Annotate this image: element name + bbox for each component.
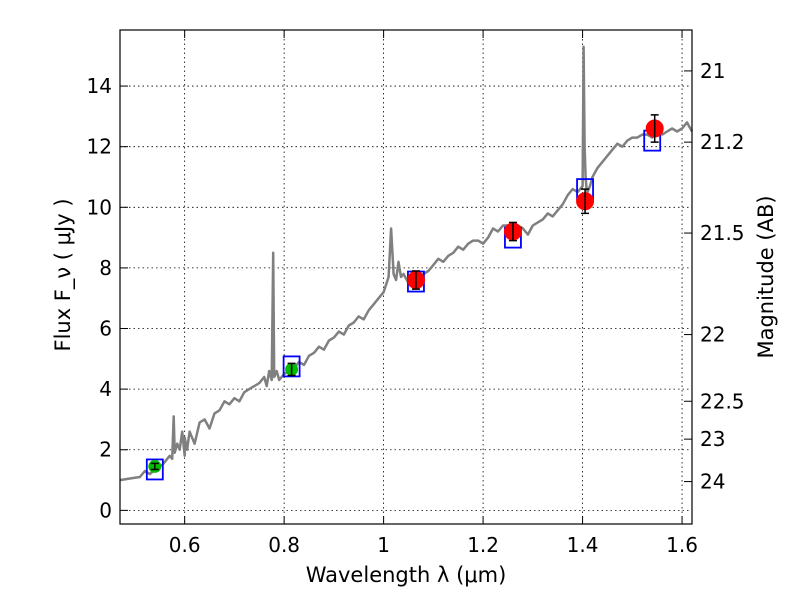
x-tick-label: 0.8 xyxy=(268,533,300,557)
plot-frame xyxy=(119,29,693,525)
y-tick-label: 10 xyxy=(87,195,112,219)
data-layer xyxy=(119,45,694,482)
right-tick-label: 21.5 xyxy=(700,221,745,245)
y-tick-label: 14 xyxy=(87,74,112,98)
x-tick-label: 1.4 xyxy=(567,533,599,557)
x-tick-label: 1.2 xyxy=(467,533,499,557)
y-tick-label: 6 xyxy=(99,317,112,341)
right-tick-label: 21 xyxy=(700,59,725,83)
x-tick-label: 1.6 xyxy=(666,533,698,557)
synthetic-photometry-box xyxy=(145,458,164,481)
y-tick-label: 8 xyxy=(99,256,112,280)
synthetic-photometry-box xyxy=(282,355,301,378)
right-tick-label: 23 xyxy=(700,427,725,451)
y-tick-label: 2 xyxy=(99,438,112,462)
y-tick-label: 4 xyxy=(99,377,112,401)
right-tick-label: 22 xyxy=(700,323,725,347)
right-tick-label: 22.5 xyxy=(700,389,745,413)
right-axis-label: Magnitude (AB) xyxy=(754,195,778,358)
y-axis-label: Flux F_ν ( μJy ) xyxy=(51,198,76,351)
y-tick-label: 12 xyxy=(87,135,112,159)
x-tick-label: 0.6 xyxy=(169,533,201,557)
x-axis-label: Wavelength λ (μm) xyxy=(306,563,507,587)
spectrum-line xyxy=(119,45,694,482)
y-tick-label: 0 xyxy=(99,498,112,522)
right-tick-label: 21.2 xyxy=(700,130,745,154)
right-tick-label: 24 xyxy=(700,470,725,494)
x-tick-label: 1 xyxy=(377,533,390,557)
tick-layer: 0.6 0.8 1 1.2 1.4 1.6024681012142121.221.5222… xyxy=(87,30,745,557)
